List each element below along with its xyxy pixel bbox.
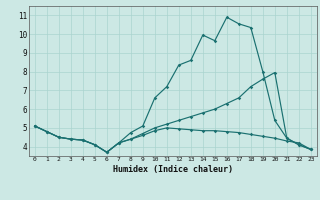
X-axis label: Humidex (Indice chaleur): Humidex (Indice chaleur) [113, 165, 233, 174]
